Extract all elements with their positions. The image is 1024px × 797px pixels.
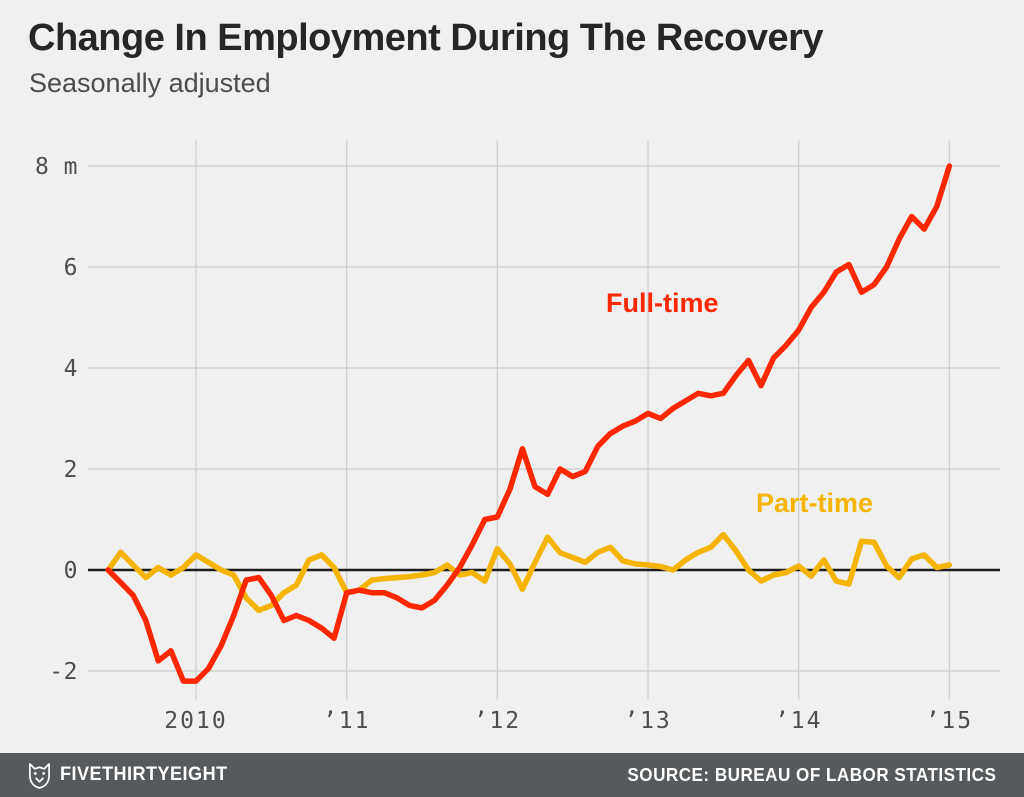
source-credit: SOURCE: BUREAU OF LABOR STATISTICS	[627, 764, 996, 785]
employment-line-chart: 8 m 6 4 2 0 -2 2010 ’11 ’12 ’13 ’14 ’15	[35, 140, 1000, 734]
y-tick-label: -2	[49, 659, 78, 685]
x-tick-label: ’14	[775, 708, 823, 734]
series-label-full-time: Full-time	[606, 288, 719, 318]
footer-bar: FIVETHIRTYEIGHT SOURCE: BUREAU OF LABOR …	[0, 753, 1024, 797]
x-tick-label: 2010	[164, 708, 227, 734]
fivethirtyeight-fox-logo-icon	[29, 762, 50, 789]
x-tick-label: ’11	[323, 708, 371, 734]
chart-subtitle: Seasonally adjusted	[29, 68, 271, 98]
y-tick-label: 2	[64, 457, 78, 483]
series-line-part-time	[105, 531, 953, 614]
series-line-full-time	[105, 163, 953, 684]
brand-wordmark: FIVETHIRTYEIGHT	[60, 764, 228, 785]
y-tick-label: 0	[64, 558, 78, 584]
brand-group: FIVETHIRTYEIGHT	[28, 762, 236, 789]
x-tick-label: ’15	[926, 708, 974, 734]
series-label-part-time: Part-time	[756, 488, 874, 518]
x-tick-label: ’12	[474, 708, 522, 734]
chart-title: Change In Employment During The Recovery	[28, 17, 824, 59]
y-tick-label: 6	[64, 255, 78, 281]
y-tick-label: 4	[64, 356, 78, 382]
x-tick-label: ’13	[624, 708, 672, 734]
y-tick-label: 8 m	[35, 154, 78, 180]
